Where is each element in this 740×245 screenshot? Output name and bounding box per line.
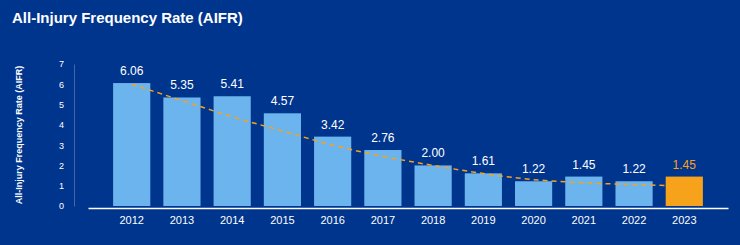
data-label: 1.45	[572, 158, 596, 172]
x-tick-label: 2023	[672, 214, 696, 226]
bar	[666, 177, 703, 206]
x-tick: 2020	[521, 208, 545, 226]
data-label: 5.41	[220, 77, 244, 91]
y-tick-label: 2	[59, 161, 64, 171]
x-tick-label: 2014	[220, 214, 244, 226]
x-axis-line	[89, 208, 729, 210]
y-tick-label: 4	[59, 120, 64, 130]
chart: All-Injury Frequency Rate (AIFR) 0 1 2 3 4 5 6 7…	[0, 0, 740, 245]
x-tick-label: 2020	[521, 214, 545, 226]
x-tick-label: 2012	[119, 214, 143, 226]
bar	[314, 137, 351, 206]
x-tick: 2018	[421, 208, 445, 226]
x-tick: 2019	[471, 208, 495, 226]
y-tick-label: 0	[59, 201, 64, 211]
x-tick: 2015	[270, 208, 294, 226]
bar	[163, 97, 200, 206]
x-tick: 2021	[572, 208, 596, 226]
data-labels: 6.06 5.35 5.41 4.57 3.42 2.76 2.00 1.61 1.22 1.45…	[120, 64, 696, 176]
bar	[415, 165, 452, 206]
bar	[113, 83, 150, 206]
data-label: 5.35	[170, 78, 194, 92]
x-tick: 2017	[371, 208, 395, 226]
y-tick-label: 1	[59, 181, 64, 191]
trend-line	[132, 84, 685, 185]
data-label: 1.22	[622, 162, 646, 176]
y-tick-label: 3	[59, 141, 64, 151]
plot-area	[113, 83, 703, 206]
bar	[565, 177, 602, 206]
y-axis: 0 1 2 3 4 5 6 7	[59, 59, 75, 211]
y-tick-label: 6	[59, 80, 64, 90]
x-tick-label: 2015	[270, 214, 294, 226]
x-tick-label: 2013	[170, 214, 194, 226]
x-tick: 2023	[672, 208, 696, 226]
data-label: 1.61	[472, 154, 496, 168]
y-tick: 6	[59, 80, 74, 90]
y-tick-label: 5	[59, 100, 64, 110]
data-label: 6.06	[120, 64, 144, 78]
x-tick: 2022	[622, 208, 646, 226]
x-tick: 2016	[320, 208, 344, 226]
y-tick: 3	[59, 141, 74, 151]
y-tick: 4	[59, 120, 74, 130]
x-axis: 2012 2013 2014 2015 2016 2017 2018 2019 2020 2021…	[89, 208, 729, 226]
data-label: 2.76	[371, 131, 395, 145]
y-tick: 2	[59, 161, 74, 171]
bar	[465, 173, 502, 206]
x-tick-label: 2022	[622, 214, 646, 226]
y-tick: 7	[59, 59, 74, 69]
y-axis-line	[74, 65, 75, 207]
data-label: 1.22	[522, 162, 546, 176]
x-tick-label: 2021	[572, 214, 596, 226]
y-tick-label: 7	[59, 59, 64, 69]
x-tick-label: 2016	[320, 214, 344, 226]
y-tick: 0	[59, 201, 74, 211]
y-axis-title: All-Injury Frequency Rate (AIFR)	[14, 66, 24, 205]
y-tick: 1	[59, 181, 74, 191]
x-tick-label: 2019	[471, 214, 495, 226]
data-label: 2.00	[421, 146, 445, 160]
title: All-Injury Frequency Rate (AIFR)	[12, 9, 243, 26]
x-tick-label: 2017	[371, 214, 395, 226]
data-label: 1.45	[673, 158, 697, 172]
x-tick-label: 2018	[421, 214, 445, 226]
x-tick: 2014	[220, 208, 244, 226]
y-tick: 5	[59, 100, 74, 110]
x-tick: 2012	[119, 208, 143, 226]
x-tick: 2013	[170, 208, 194, 226]
data-label: 3.42	[321, 118, 345, 132]
bar	[515, 181, 552, 206]
data-label: 4.57	[271, 94, 295, 108]
